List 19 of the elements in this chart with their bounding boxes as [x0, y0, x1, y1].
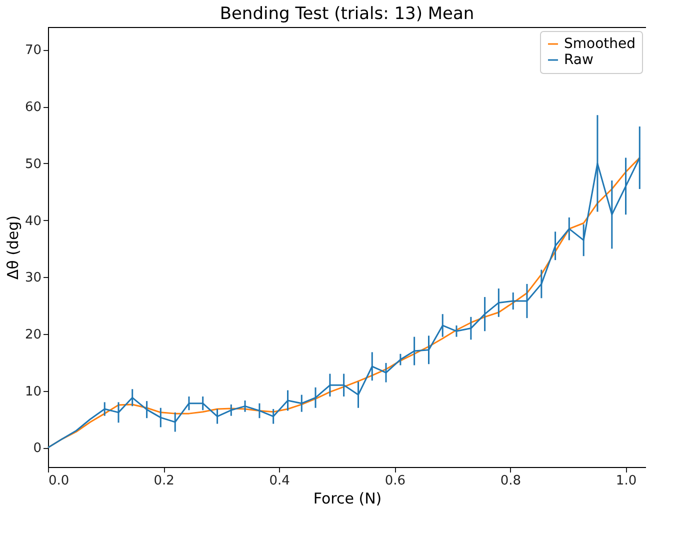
- y-tick-label: 20: [24, 327, 42, 342]
- y-tick-label: 60: [24, 100, 42, 116]
- x-axis-title: Force (N): [313, 490, 382, 508]
- y-tick-label: 30: [24, 270, 42, 286]
- x-tick-label: 0.0: [48, 474, 70, 488]
- y-tick-label: 70: [24, 43, 42, 58]
- legend-label: Raw: [564, 52, 594, 68]
- y-axis-title: Δθ (deg): [4, 215, 22, 280]
- chart-title: Bending Test (trials: 13) Mean: [220, 4, 474, 24]
- legend-label: Smoothed: [564, 36, 636, 52]
- x-tick-label: 0.8: [500, 474, 522, 488]
- x-tick-label: 0.4: [269, 474, 290, 488]
- y-tick-label: 10: [24, 384, 42, 400]
- x-tick-label: 0.6: [384, 474, 406, 488]
- x-tick-label: 1.0: [616, 474, 637, 488]
- y-tick-label: 0: [33, 441, 42, 456]
- y-tick-label: 40: [24, 214, 42, 229]
- x-tick-label: 0.2: [154, 474, 174, 488]
- y-tick-label: 50: [24, 156, 42, 172]
